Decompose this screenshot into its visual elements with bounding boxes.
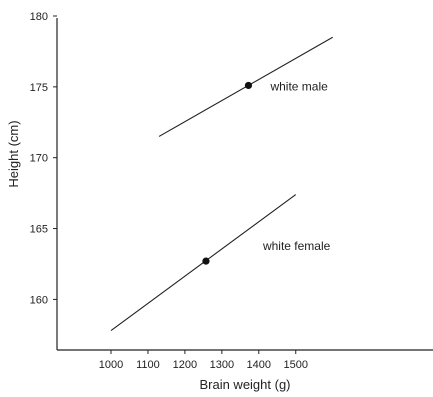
x-ticks: 1000 1100 1200 1300 1400 1500 — [99, 350, 308, 371]
y-axis-title: Height (cm) — [6, 120, 21, 187]
x-tick-label: 1400 — [247, 359, 271, 371]
series-group: white female — [110, 194, 331, 332]
x-tick-label: 1200 — [173, 359, 197, 371]
y-ticks: 160 165 170 175 180 — [30, 11, 57, 306]
y-tick-label: 180 — [30, 11, 48, 23]
x-tick-label: 1100 — [136, 359, 160, 371]
y-tick-label: 175 — [30, 82, 48, 94]
x-tick-label: 1300 — [210, 359, 234, 371]
y-tick-label: 165 — [30, 224, 48, 236]
axes — [56, 18, 433, 351]
x-axis-title: Brain weight (g) — [199, 377, 290, 392]
series-point — [202, 257, 210, 265]
series-point — [244, 81, 253, 90]
series-label: white female — [262, 239, 331, 253]
y-tick-label: 170 — [30, 153, 48, 165]
x-tick-label: 1000 — [99, 359, 123, 371]
series-group: white male — [158, 36, 333, 137]
y-tick-label: 160 — [30, 294, 48, 306]
series: white male white female — [110, 36, 333, 332]
x-tick-label: 1500 — [284, 359, 308, 371]
series-label: white male — [269, 79, 328, 93]
